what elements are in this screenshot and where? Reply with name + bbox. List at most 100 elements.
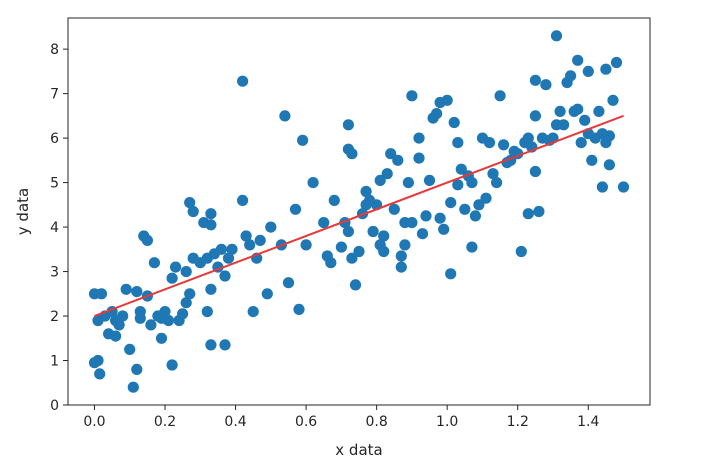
scatter-point bbox=[237, 75, 249, 87]
scatter-point bbox=[385, 148, 397, 160]
y-tick-label: 6 bbox=[50, 131, 59, 147]
scatter-point bbox=[360, 185, 372, 198]
scatter-point bbox=[498, 139, 510, 151]
scatter-point bbox=[522, 208, 534, 220]
scatter-point bbox=[392, 154, 404, 166]
scatter-point bbox=[166, 272, 178, 284]
scatter-point bbox=[120, 283, 132, 295]
scatter-point bbox=[494, 90, 506, 102]
scatter-point bbox=[177, 308, 189, 320]
scatter-point bbox=[205, 283, 217, 295]
scatter-point bbox=[297, 134, 309, 146]
scatter-point bbox=[141, 234, 153, 246]
scatter-point bbox=[180, 266, 192, 278]
scatter-point bbox=[124, 343, 136, 355]
scatter-point bbox=[349, 279, 362, 291]
scatter-point bbox=[402, 177, 414, 189]
scatter-point bbox=[431, 108, 443, 120]
scatter-point bbox=[515, 245, 527, 258]
x-tick-label: 1.0 bbox=[436, 414, 458, 430]
y-tick-label: 0 bbox=[50, 398, 59, 414]
scatter-point bbox=[617, 181, 630, 193]
scatter-point bbox=[219, 339, 231, 351]
x-axis-label: x data bbox=[335, 441, 382, 459]
scatter-point bbox=[328, 194, 340, 206]
scatter-point bbox=[420, 210, 432, 222]
plot-frame bbox=[67, 17, 651, 406]
scatter-point bbox=[406, 217, 418, 229]
scatter-point bbox=[94, 368, 106, 380]
scatter-point bbox=[342, 225, 354, 238]
scatter-point bbox=[117, 310, 129, 322]
scatter-point bbox=[388, 203, 400, 215]
scatter-point bbox=[575, 137, 587, 149]
scatter-point bbox=[279, 110, 291, 122]
scatter-point bbox=[483, 137, 496, 149]
scatter-point bbox=[184, 197, 196, 209]
scatter-point bbox=[603, 130, 616, 142]
scatter-point bbox=[466, 177, 478, 189]
scatter-point bbox=[240, 230, 252, 242]
scatter-point bbox=[335, 241, 347, 253]
scatter-point bbox=[423, 174, 436, 186]
x-tick-label: 0.0 bbox=[83, 414, 105, 430]
scatter-point bbox=[434, 212, 446, 224]
scatter-point bbox=[579, 114, 591, 126]
x-tick-label: 0.4 bbox=[224, 414, 246, 430]
scatter-point bbox=[219, 270, 231, 282]
scatter-point bbox=[205, 339, 217, 351]
scatter-point bbox=[491, 177, 503, 189]
scatter-point bbox=[452, 179, 464, 191]
scatter-point bbox=[205, 219, 217, 231]
scatter-point bbox=[441, 94, 453, 106]
scatter-point bbox=[572, 54, 584, 66]
scatter-point bbox=[162, 314, 175, 327]
y-tick-label: 4 bbox=[50, 220, 59, 236]
scatter-point bbox=[148, 257, 160, 269]
scatter-point bbox=[215, 243, 227, 255]
scatter-point bbox=[399, 239, 411, 251]
scatter-point bbox=[572, 103, 584, 115]
scatter-point bbox=[342, 119, 354, 131]
scatter-point bbox=[254, 234, 266, 246]
scatter-point bbox=[134, 312, 146, 324]
scatter-point bbox=[346, 148, 358, 160]
scatter-point bbox=[600, 63, 612, 75]
scatter-point bbox=[452, 137, 464, 149]
scatter-point bbox=[480, 192, 492, 204]
scatter-point bbox=[554, 105, 566, 117]
scatter-point bbox=[170, 261, 182, 273]
scatter-point bbox=[110, 330, 122, 342]
scatter-point bbox=[166, 359, 178, 371]
scatter-point bbox=[558, 119, 570, 131]
scatter-point bbox=[550, 30, 563, 42]
scatter-point bbox=[155, 332, 168, 344]
scatter-point bbox=[95, 288, 108, 300]
scatter-points bbox=[88, 30, 630, 393]
scatter-point bbox=[607, 94, 619, 106]
scatter-point bbox=[131, 363, 143, 375]
x-tick-label: 0.2 bbox=[154, 414, 176, 430]
scatter-point bbox=[455, 163, 467, 175]
x-tick-label: 1.2 bbox=[507, 414, 529, 430]
scatter-point bbox=[346, 252, 358, 264]
scatter-point bbox=[318, 217, 330, 229]
scatter-point bbox=[596, 181, 609, 193]
scatter-point bbox=[226, 243, 238, 255]
y-tick-label: 1 bbox=[50, 354, 59, 370]
scatter-point bbox=[586, 154, 598, 166]
scatter-point bbox=[395, 250, 407, 262]
x-tick-label: 0.6 bbox=[295, 414, 317, 430]
scatter-point bbox=[445, 268, 457, 280]
scatter-point bbox=[127, 381, 139, 393]
scatter-point bbox=[247, 306, 259, 318]
scatter-point bbox=[381, 168, 393, 180]
scatter-point bbox=[205, 208, 217, 220]
scatter-point bbox=[459, 203, 471, 215]
scatter-point bbox=[265, 221, 277, 233]
scatter-point bbox=[413, 152, 425, 164]
scatter-point bbox=[293, 303, 305, 315]
scatter-point bbox=[300, 239, 312, 251]
fit-line bbox=[94, 114, 624, 317]
scatter-point bbox=[582, 65, 594, 77]
